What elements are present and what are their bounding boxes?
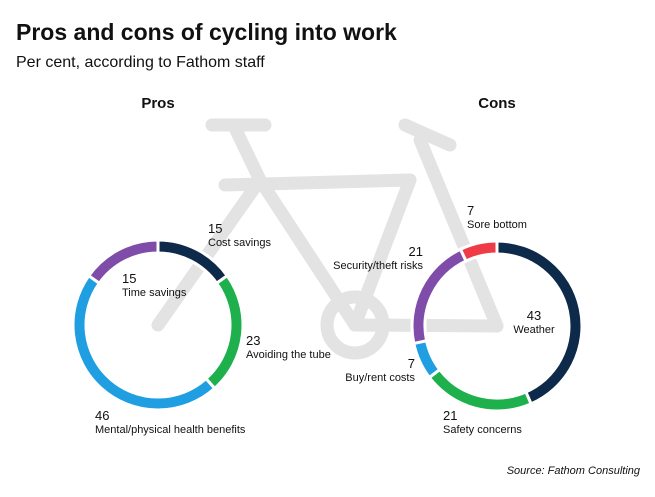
donut-segment	[427, 367, 534, 413]
pie-title: Cons	[478, 95, 516, 112]
subtitle: Per cent, according to Fathom staff	[16, 54, 265, 71]
category-label: Cost savings	[208, 237, 271, 249]
value-label: 46	[95, 408, 109, 423]
category-label: Buy/rent costs	[345, 372, 415, 384]
value-label: 43	[527, 308, 541, 323]
value-label: 23	[246, 333, 260, 348]
category-label: Time savings	[122, 287, 187, 299]
bicycle-illustration	[151, 118, 504, 360]
donut-segment	[458, 239, 499, 263]
value-label: 7	[467, 203, 474, 218]
category-label: Safety concerns	[443, 424, 522, 436]
value-label: 21	[409, 244, 423, 259]
donut-segment	[412, 338, 442, 380]
category-label: Sore bottom	[467, 219, 527, 231]
value-label: 15	[208, 221, 222, 236]
category-label: Security/theft risks	[333, 260, 423, 272]
value-label: 15	[122, 271, 136, 286]
title: Pros and cons of cycling into work	[16, 19, 397, 45]
value-label: 21	[443, 408, 457, 423]
category-label: Weather	[513, 324, 555, 336]
pie-title: Pros	[141, 95, 174, 112]
donut-segment	[86, 238, 160, 286]
donut-segment	[203, 273, 245, 391]
category-label: Mental/physical health benefits	[95, 424, 246, 436]
value-label: 7	[408, 356, 415, 371]
source: Source: Fathom Consulting	[507, 465, 641, 477]
category-label: Avoiding the tube	[246, 349, 331, 361]
